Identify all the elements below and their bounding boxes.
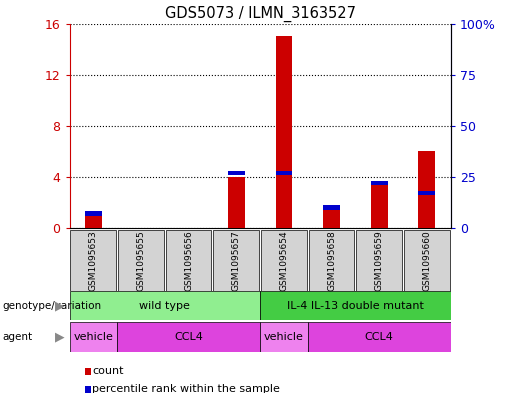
Bar: [419, 151, 435, 228]
Bar: [419, 191, 435, 195]
Bar: [323, 205, 340, 210]
Bar: [308, 322, 451, 352]
Bar: [228, 171, 245, 175]
Text: vehicle: vehicle: [74, 332, 113, 342]
Bar: [276, 37, 292, 228]
Text: GSM1095655: GSM1095655: [136, 230, 145, 291]
Text: GSM1095654: GSM1095654: [280, 230, 288, 291]
Bar: [308, 230, 354, 291]
Bar: [228, 177, 245, 228]
Bar: [118, 230, 164, 291]
Text: CCL4: CCL4: [174, 332, 203, 342]
Text: ▶: ▶: [55, 299, 64, 312]
Text: GSM1095656: GSM1095656: [184, 230, 193, 291]
Bar: [213, 230, 259, 291]
Bar: [323, 209, 340, 228]
Text: agent: agent: [3, 332, 32, 342]
Text: ▶: ▶: [55, 331, 64, 343]
Text: percentile rank within the sample: percentile rank within the sample: [92, 384, 280, 393]
Bar: [260, 291, 451, 320]
Bar: [356, 230, 402, 291]
Text: IL-4 IL-13 double mutant: IL-4 IL-13 double mutant: [287, 301, 424, 310]
Bar: [70, 291, 260, 320]
Bar: [85, 211, 101, 216]
Text: wild type: wild type: [140, 301, 190, 310]
Bar: [276, 171, 292, 175]
Text: GSM1095660: GSM1095660: [422, 230, 431, 291]
Text: GSM1095657: GSM1095657: [232, 230, 241, 291]
Bar: [85, 213, 101, 228]
Text: genotype/variation: genotype/variation: [3, 301, 101, 310]
Text: CCL4: CCL4: [365, 332, 393, 342]
Title: GDS5073 / ILMN_3163527: GDS5073 / ILMN_3163527: [165, 6, 355, 22]
Bar: [70, 322, 117, 352]
Text: GSM1095658: GSM1095658: [327, 230, 336, 291]
Bar: [371, 181, 387, 185]
Bar: [71, 230, 116, 291]
Bar: [261, 230, 307, 291]
Bar: [260, 322, 307, 352]
Text: GSM1095659: GSM1095659: [375, 230, 384, 291]
Text: count: count: [92, 366, 124, 376]
Bar: [166, 230, 212, 291]
Text: GSM1095653: GSM1095653: [89, 230, 98, 291]
Bar: [404, 230, 450, 291]
Bar: [117, 322, 260, 352]
Bar: [371, 183, 387, 228]
Text: vehicle: vehicle: [264, 332, 304, 342]
